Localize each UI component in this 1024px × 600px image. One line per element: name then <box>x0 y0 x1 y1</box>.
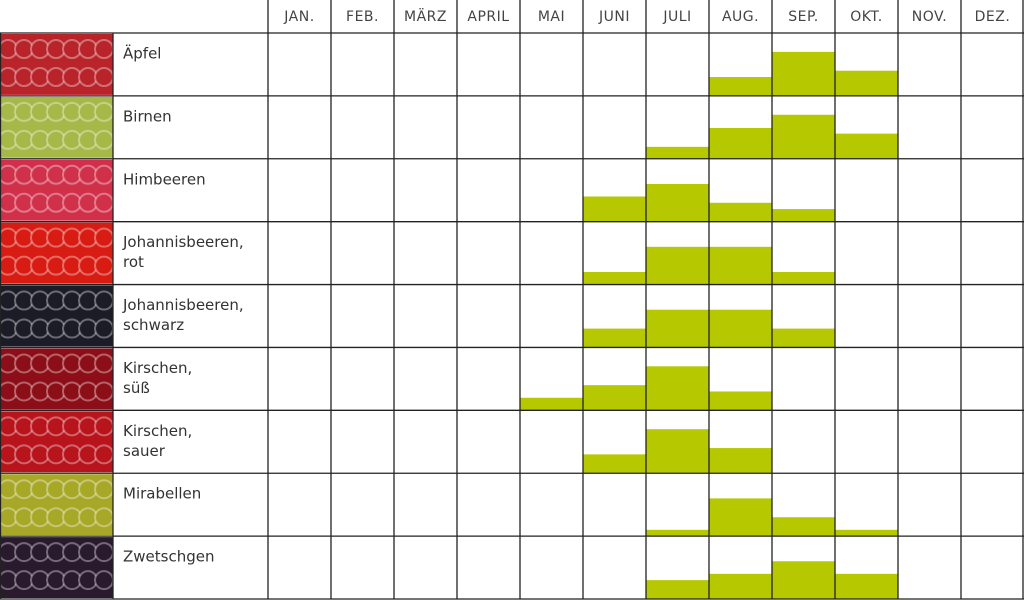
month-label: NOV. <box>912 9 947 25</box>
fruit-name: Birnen <box>123 107 172 125</box>
fruit-photo-detail <box>94 444 114 465</box>
bar <box>520 397 583 411</box>
fruit-photo-detail <box>94 39 114 59</box>
bar <box>709 448 772 474</box>
fruit-photo-detail <box>94 479 114 500</box>
bar <box>646 580 709 599</box>
bar <box>583 328 646 348</box>
bar <box>709 77 772 96</box>
month-label: MÄRZ <box>404 7 447 25</box>
fruit-photo-detail <box>94 129 114 150</box>
month-label: FEB. <box>346 9 379 25</box>
fruit-photo-detail <box>94 353 114 374</box>
fruit-name: Johannisbeeren, <box>122 296 244 314</box>
fruit-name: Mirabellen <box>123 485 201 503</box>
bar <box>835 70 898 96</box>
bar <box>709 246 772 285</box>
month-label: MAI <box>538 9 565 25</box>
fruit-photo-detail <box>94 255 114 276</box>
fruit-name: schwarz <box>123 316 184 334</box>
fruit-photo-detail <box>94 67 114 87</box>
fruit-name: süß <box>123 379 150 397</box>
fruit-photo-detail <box>94 164 114 185</box>
bar <box>772 51 835 96</box>
bar <box>772 517 835 537</box>
fruit-photo-detail <box>94 101 114 122</box>
fruit-name: Äpfel <box>123 44 161 63</box>
bar <box>583 196 646 222</box>
month-label: OKT. <box>850 9 882 25</box>
fruit-name: Zwetschgen <box>123 548 214 566</box>
bar <box>646 529 709 537</box>
bar <box>709 498 772 537</box>
month-label: SEP. <box>788 9 818 25</box>
month-label: JULI <box>662 9 691 25</box>
bar <box>646 429 709 474</box>
bar <box>772 328 835 348</box>
fruit-name: Johannisbeeren, <box>122 233 244 251</box>
bar <box>583 385 646 411</box>
fruit-photo-detail <box>94 227 114 248</box>
bar <box>772 271 835 285</box>
bar <box>646 183 709 222</box>
bar <box>646 146 709 159</box>
bar <box>835 573 898 599</box>
bar <box>709 127 772 159</box>
fruit-photo-detail <box>94 542 114 563</box>
fruit-photo-detail <box>94 416 114 437</box>
bar <box>646 309 709 348</box>
month-label: JUNI <box>598 9 630 25</box>
fruit-name: rot <box>123 253 144 271</box>
fruit-name: Himbeeren <box>123 170 206 188</box>
fruit-name: Kirschen, <box>123 422 192 440</box>
bar <box>709 391 772 411</box>
month-label: APRIL <box>467 9 509 25</box>
fruit-name: sauer <box>123 442 166 460</box>
fruit-photo-detail <box>94 570 114 591</box>
fruit-photo-detail <box>94 381 114 402</box>
fruit-photo-detail <box>94 318 114 339</box>
fruit-photo-detail <box>94 290 114 311</box>
bar <box>772 561 835 599</box>
bar <box>835 133 898 159</box>
bar <box>772 114 835 159</box>
bar <box>835 529 898 537</box>
month-label: AUG. <box>722 9 759 25</box>
bar <box>709 202 772 222</box>
fruit-name: Kirschen, <box>123 359 192 377</box>
bar <box>709 309 772 348</box>
bar <box>646 366 709 411</box>
bar <box>772 209 835 222</box>
month-label: DEZ. <box>975 9 1011 25</box>
fruit-photo-detail <box>94 507 114 528</box>
month-label: JAN. <box>283 9 314 25</box>
bar <box>583 271 646 285</box>
bar <box>646 246 709 285</box>
fruit-photo-detail <box>94 192 114 213</box>
bar <box>709 573 772 599</box>
bar <box>583 454 646 474</box>
